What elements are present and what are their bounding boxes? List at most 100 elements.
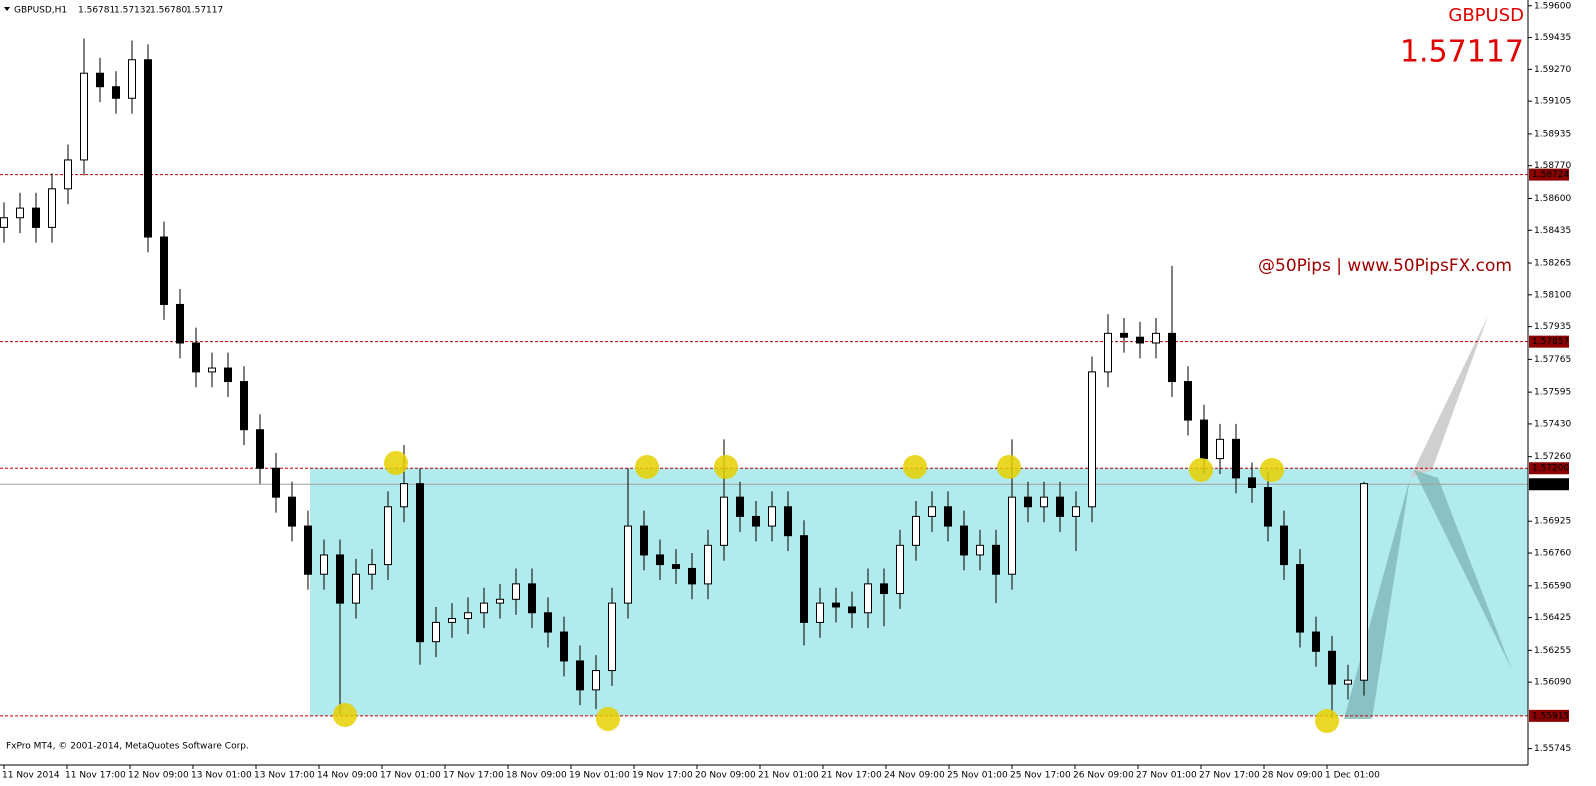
candle-body (176, 303, 184, 344)
header-symbol: GBPUSD,H1 (14, 6, 67, 16)
candle-body (880, 583, 888, 595)
candle-body (80, 72, 88, 161)
header-high: 1.57132 (114, 6, 151, 16)
candle-body (1344, 679, 1352, 685)
candle-body (1152, 332, 1160, 344)
candle-body (656, 554, 664, 566)
x-tick-label: 20 Nov 09:00 (695, 771, 756, 781)
candle-body (48, 188, 56, 228)
candle-body (1040, 496, 1048, 508)
header-open: 1.56781 (78, 6, 115, 16)
candle-body (608, 602, 616, 672)
level-label: 1.58724 (1532, 170, 1569, 180)
x-tick-label: 17 Nov 01:00 (380, 771, 441, 781)
candle-body (1104, 332, 1112, 373)
watermark: @50Pips | www.50PipsFX.com (1258, 256, 1512, 276)
y-tick-label: 1.56925 (1534, 517, 1571, 527)
candle-body (1120, 332, 1128, 338)
y-tick-label: 1.57765 (1534, 355, 1571, 365)
y-tick-label: 1.59600 (1534, 1, 1571, 11)
x-tick-label: 27 Nov 01:00 (1136, 771, 1197, 781)
x-tick-label: 17 Nov 17:00 (443, 771, 504, 781)
candle-body (1296, 564, 1304, 633)
y-tick-label: 1.59105 (1534, 97, 1571, 107)
y-tick-label: 1.58600 (1534, 194, 1571, 204)
candle-body (464, 612, 472, 620)
candle-body (688, 567, 696, 585)
range-rect (310, 468, 1528, 716)
y-tick-label: 1.59270 (1534, 65, 1571, 75)
bid-price: 1.57117 (1400, 35, 1524, 70)
candle-body (352, 573, 360, 604)
candle-body (96, 72, 104, 88)
candle-body (960, 525, 968, 556)
y-tick-label: 1.56255 (1534, 646, 1571, 656)
candle-body (560, 631, 568, 662)
y-tick-label: 1.58935 (1534, 129, 1571, 139)
candle-body (1136, 336, 1144, 344)
candle-body (496, 598, 504, 604)
candle-body (32, 207, 40, 228)
candle-body (144, 59, 152, 238)
touch-markers (333, 451, 1339, 733)
candle-body (1024, 496, 1032, 508)
footer: FxPro MT4, © 2001-2014, MetaQuotes Softw… (6, 742, 249, 752)
candle-body (800, 535, 808, 623)
marker (1260, 458, 1284, 482)
marker (596, 707, 620, 731)
candle-body (992, 544, 1000, 575)
candle-body (1072, 506, 1080, 517)
candle-body (928, 506, 936, 517)
y-tick-label: 1.56090 (1534, 678, 1571, 688)
y-tick-label: 1.57430 (1534, 419, 1571, 429)
y-tick-label: 1.56760 (1534, 549, 1571, 559)
marker (333, 703, 357, 727)
marker (903, 455, 927, 479)
x-tick-label: 1 Dec 01:00 (1325, 771, 1380, 781)
projection-down (1414, 470, 1512, 670)
candle-body (784, 506, 792, 537)
bid-label: 1.57117 (1532, 480, 1569, 490)
y-tick-label: 1.55745 (1534, 744, 1571, 754)
x-tick-label: 26 Nov 09:00 (1073, 771, 1134, 781)
candle-body (592, 670, 600, 691)
x-tick-label: 28 Nov 09:00 (1262, 771, 1323, 781)
header-close: 1.57117 (186, 6, 223, 16)
candle-body (1328, 650, 1336, 685)
y-tick-label: 1.56425 (1534, 613, 1571, 623)
candle-body (544, 612, 552, 633)
x-tick-label: 19 Nov 01:00 (569, 771, 630, 781)
y-tick-label: 1.57260 (1534, 452, 1571, 462)
candle-body (832, 602, 840, 608)
marker (997, 455, 1021, 479)
x-tick-label: 13 Nov 17:00 (254, 771, 315, 781)
candle-body (112, 86, 120, 99)
axes: 1.59600 1.59435 1.59270 1.59105 1.58935 1.587… (2, 1, 1571, 780)
candle-body (1280, 525, 1288, 566)
levels (0, 174, 1528, 717)
candle-body (304, 525, 312, 575)
candle-body (528, 583, 536, 614)
y-tick-label: 1.58265 (1534, 259, 1571, 269)
candle-body (384, 506, 392, 566)
level-label: 1.57857 (1532, 337, 1569, 347)
candle-body (240, 381, 248, 431)
candle-body (368, 564, 376, 575)
candle-body (1312, 631, 1320, 652)
candle-body (816, 602, 824, 623)
x-tick-label: 13 Nov 01:00 (191, 771, 252, 781)
candle-body (64, 159, 72, 190)
candle-body (640, 525, 648, 556)
candle-body (1248, 477, 1256, 489)
candle-body (480, 602, 488, 614)
candle-body (944, 506, 952, 527)
candle-body (1088, 371, 1096, 508)
x-tick-label: 25 Nov 17:00 (1010, 771, 1071, 781)
candle-body (272, 467, 280, 498)
candle-body (288, 496, 296, 527)
candle-body (400, 483, 408, 508)
candles (0, 38, 1368, 719)
bid-label-box (1529, 478, 1569, 491)
y-tick-label: 1.59435 (1534, 33, 1571, 43)
y-tick-label: 1.58435 (1534, 226, 1571, 236)
